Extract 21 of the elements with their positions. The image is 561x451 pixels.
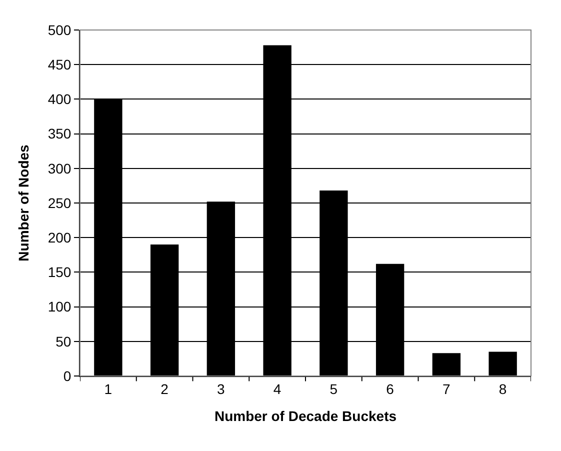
y-tick-label: 350 — [48, 126, 72, 142]
x-tick-label: 7 — [442, 380, 451, 397]
x-tick-label: 6 — [386, 380, 394, 397]
x-tick-label: 5 — [330, 380, 338, 397]
y-tick-label: 250 — [48, 194, 72, 211]
y-tick-label: 450 — [48, 56, 72, 72]
y-tick-label: 150 — [48, 264, 72, 280]
x-tick-label: 8 — [498, 380, 507, 397]
y-tick-label: 200 — [48, 230, 72, 246]
y-tick-label: 300 — [48, 160, 72, 176]
y-axis-title: Number of Nodes — [15, 144, 32, 262]
x-tick-label: 4 — [273, 380, 282, 397]
x-tick-label: 1 — [104, 380, 112, 397]
y-tick-label: 50 — [56, 333, 72, 350]
y-tick-label: 100 — [48, 298, 72, 315]
x-tick-label: 2 — [160, 380, 169, 397]
x-axis-title: Number of Decade Buckets — [214, 408, 397, 424]
y-tick-label: 0 — [63, 368, 72, 384]
y-tick-label: 400 — [48, 91, 72, 108]
x-tick-label: 3 — [217, 380, 226, 397]
y-tick-label: 500 — [48, 22, 72, 38]
